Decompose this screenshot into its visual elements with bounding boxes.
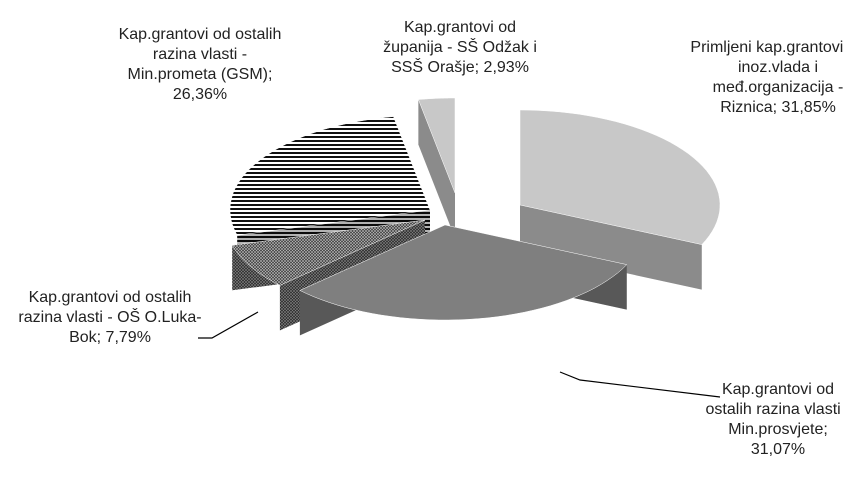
category-label: Primljeni kap.grantovi od inoz.vlada i m… — [690, 39, 845, 116]
value-label: 2,93% — [483, 59, 529, 76]
data-label: Kap.grantovi od ostalih razina vlasti - … — [10, 288, 210, 348]
value-label: 7,79% — [105, 329, 151, 346]
data-label: Primljeni kap.grantovi od inoz.vlada i m… — [688, 38, 845, 118]
slice-top — [418, 97, 456, 194]
category-label: Kap.grantovi od ostalih razina vlasti - … — [18, 289, 202, 346]
slice-side — [520, 205, 702, 290]
category-label: Kap.grantovi od ostalih razina vlasti - … — [118, 26, 282, 83]
pie-slice — [418, 97, 456, 239]
slice-shade — [520, 205, 702, 290]
leader-line — [559, 371, 721, 398]
leader-line — [198, 311, 259, 339]
value-label: 31,07% — [750, 441, 806, 458]
slice-top — [519, 109, 721, 245]
data-label: Kap.grantovi od ostalih razina vlasti - … — [703, 380, 845, 460]
slice-side — [418, 99, 455, 239]
data-label: Kap.grantovi od ostalih razina vlasti - … — [110, 25, 290, 105]
slice-shade — [418, 99, 455, 239]
value-label: 26,36% — [172, 86, 228, 103]
slice-top — [231, 219, 426, 286]
pie-slice — [299, 224, 628, 336]
category-label: Kap.grantovi od županija - SŠ Odžak i SS… — [383, 19, 537, 76]
data-label: Kap.grantovi od županija - SŠ Odžak i SS… — [375, 18, 545, 78]
category-label: Kap.grantovi od ostalih razina vlasti - … — [705, 381, 845, 438]
pie-slice — [519, 109, 721, 290]
slice-top — [229, 116, 431, 236]
value-label: 31,85% — [781, 99, 836, 116]
slice-top — [299, 224, 628, 321]
